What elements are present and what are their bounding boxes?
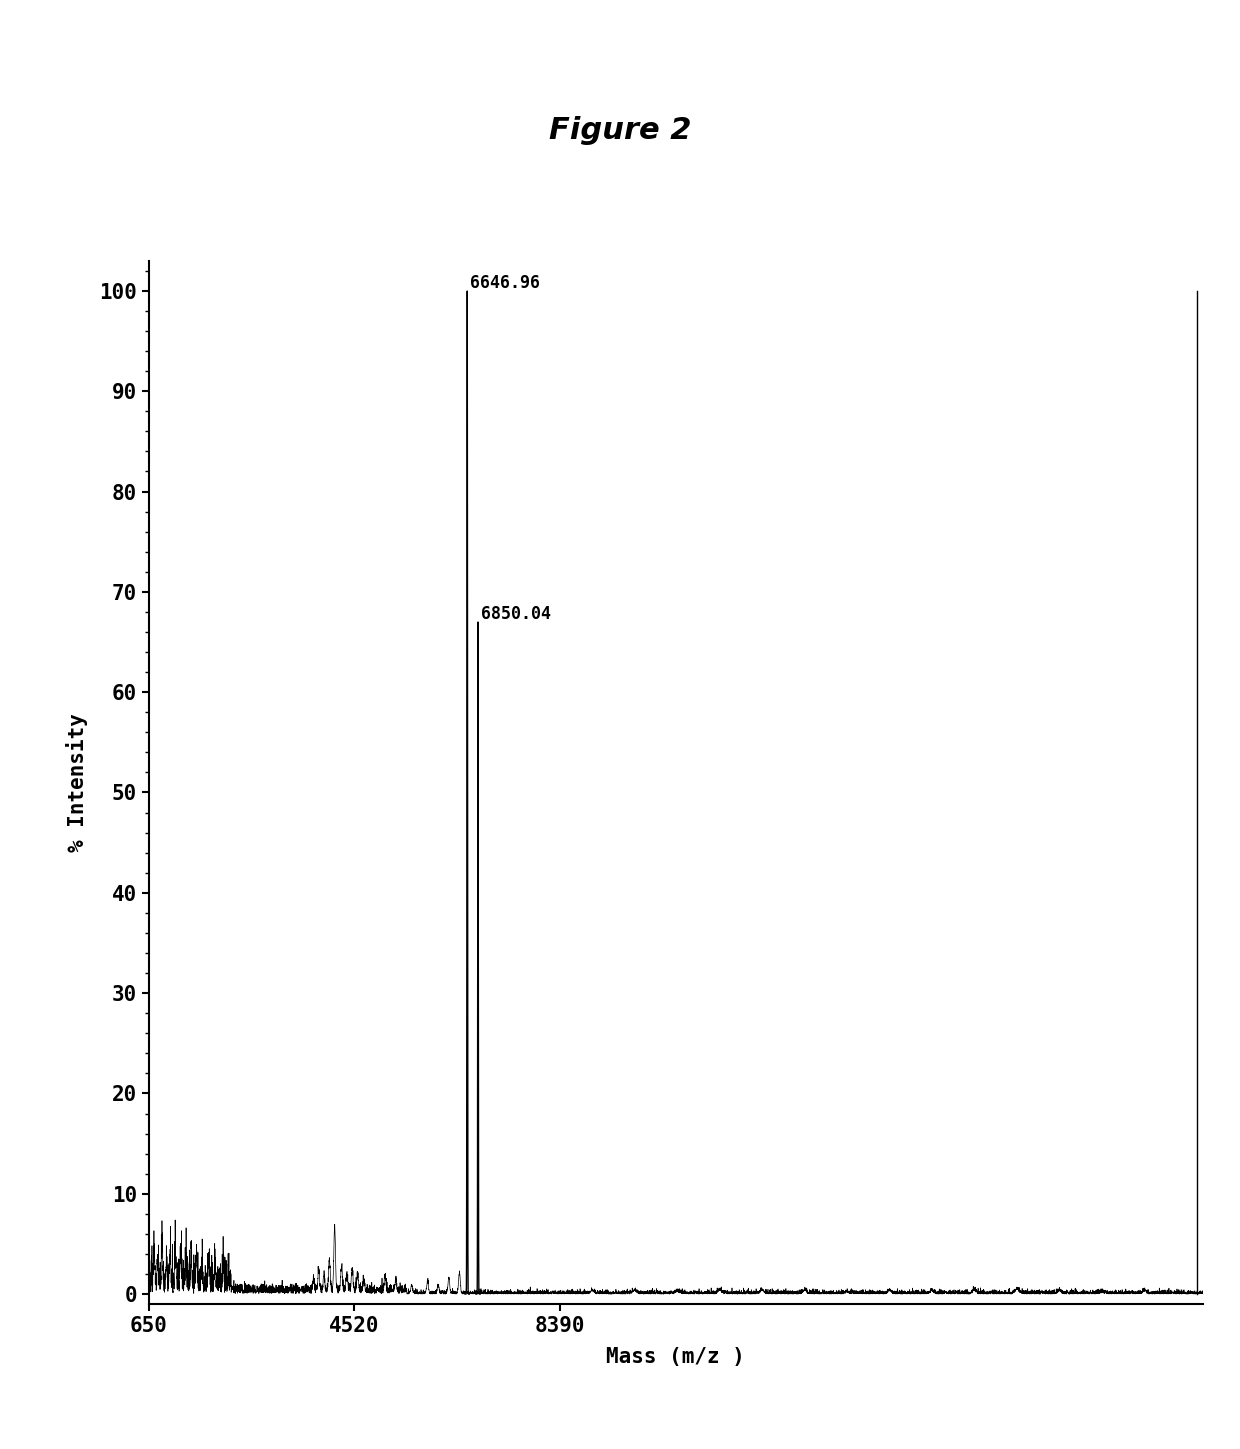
- Text: Figure 2: Figure 2: [549, 116, 691, 145]
- X-axis label: Mass (m/z ): Mass (m/z ): [606, 1348, 745, 1366]
- Text: 6646.96: 6646.96: [470, 274, 541, 291]
- Text: 6850.04: 6850.04: [481, 604, 552, 623]
- Y-axis label: % Intensity: % Intensity: [66, 713, 88, 852]
